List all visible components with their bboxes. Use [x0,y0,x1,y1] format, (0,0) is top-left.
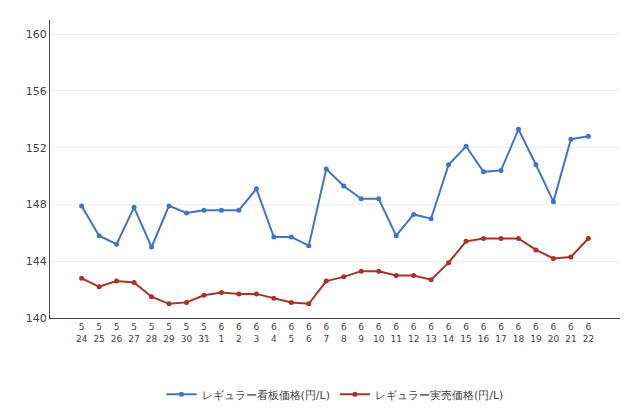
svg-text:617: 617 [495,322,506,344]
svg-text:156: 156 [26,85,47,98]
svg-text:621: 621 [565,322,576,344]
svg-text:66: 66 [306,322,312,344]
svg-text:613: 613 [425,322,436,344]
svg-text:64: 64 [271,322,277,344]
svg-text:611: 611 [390,322,401,344]
svg-text:531: 531 [198,322,209,344]
svg-text:61: 61 [219,322,225,344]
svg-text:529: 529 [163,322,175,344]
svg-text:65: 65 [288,322,294,344]
svg-text:62: 62 [236,322,242,344]
svg-text:525: 525 [93,322,104,344]
svg-text:615: 615 [460,322,471,344]
svg-text:68: 68 [341,322,347,344]
svg-text:67: 67 [323,322,329,344]
svg-text:148: 148 [26,198,47,211]
svg-text:レギュラー看板価格(円/L): レギュラー看板価格(円/L) [202,389,330,402]
svg-text:619: 619 [530,322,542,344]
svg-text:152: 152 [26,142,47,155]
svg-text:618: 618 [513,322,525,344]
svg-text:144: 144 [26,255,47,268]
svg-text:69: 69 [358,322,364,344]
svg-text:612: 612 [408,322,419,344]
svg-text:622: 622 [583,322,594,344]
svg-text:レギュラー実売価格(円/L): レギュラー実売価格(円/L) [375,389,503,402]
svg-text:160: 160 [26,28,47,41]
svg-text:610: 610 [373,322,385,344]
svg-text:526: 526 [111,322,123,344]
svg-text:616: 616 [478,322,490,344]
svg-text:140: 140 [26,312,47,325]
svg-text:620: 620 [548,322,560,344]
svg-text:63: 63 [254,322,260,344]
svg-text:528: 528 [146,322,158,344]
svg-text:527: 527 [128,322,139,344]
svg-text:524: 524 [76,322,88,344]
svg-text:530: 530 [181,322,193,344]
svg-text:614: 614 [443,322,455,344]
